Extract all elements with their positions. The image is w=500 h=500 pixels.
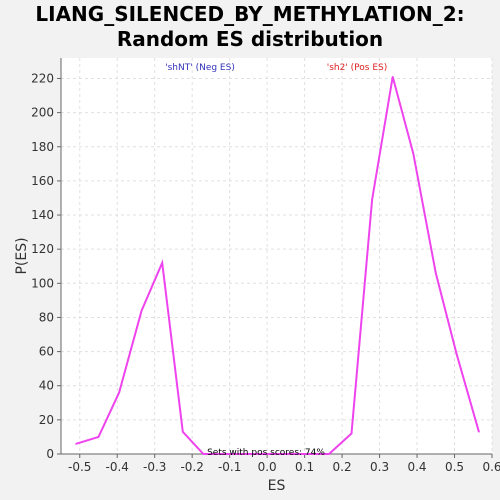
data-point bbox=[118, 391, 120, 394]
x-tick-label: -0.1 bbox=[218, 460, 241, 474]
x-tick-label: -0.3 bbox=[143, 460, 166, 474]
data-point bbox=[350, 432, 353, 435]
x-tick-label: 0.2 bbox=[333, 460, 352, 474]
y-tick-label: 40 bbox=[39, 379, 54, 393]
y-tick-label: 200 bbox=[31, 106, 54, 120]
x-tick-label: 0.4 bbox=[407, 460, 426, 474]
y-tick-label: 0 bbox=[46, 447, 54, 461]
chart-title: LIANG_SILENCED_BY_METHYLATION_2: Random … bbox=[0, 2, 500, 52]
x-tick-label: 0.3 bbox=[370, 460, 389, 474]
data-point bbox=[161, 262, 163, 264]
data-point bbox=[434, 272, 437, 274]
data-point bbox=[225, 453, 227, 455]
y-tick-label: 120 bbox=[31, 242, 54, 256]
x-axis-ticks: -0.5 -0.4 -0.3 -0.2 -0.1 0.0 0.1 0.2 0.3 0.4 0.5 0.… bbox=[68, 454, 500, 474]
x-tick-label: 0.1 bbox=[295, 460, 314, 474]
x-tick-label: 0.5 bbox=[445, 460, 464, 474]
data-point bbox=[97, 436, 100, 438]
annotation-neg: 'shNT' (Neg ES) bbox=[165, 63, 235, 73]
chart-title-line1: LIANG_SILENCED_BY_METHYLATION_2: bbox=[35, 2, 465, 26]
x-tick-label: -0.2 bbox=[180, 460, 203, 474]
data-point bbox=[182, 431, 184, 433]
y-axis-ticks: 0 20 40 60 80 100 120 140 160 180 200 220 bbox=[31, 71, 61, 461]
x-axis-label: ES bbox=[268, 478, 286, 494]
chart-title-line2: Random ES distribution bbox=[116, 27, 384, 51]
y-tick-label: 80 bbox=[39, 310, 54, 324]
series-group bbox=[75, 75, 480, 455]
data-point bbox=[202, 453, 205, 455]
y-tick-label: 220 bbox=[31, 71, 54, 85]
plot-area bbox=[61, 58, 492, 454]
y-tick-label: 180 bbox=[31, 140, 54, 154]
data-point bbox=[303, 453, 306, 455]
data-point bbox=[455, 352, 458, 355]
y-tick-label: 20 bbox=[39, 413, 54, 427]
annotation-pos: 'sh2' (Pos ES) bbox=[327, 63, 388, 73]
x-tick-label: -0.5 bbox=[68, 460, 91, 474]
y-tick-label: 140 bbox=[31, 208, 54, 222]
x-tick-label: 0.0 bbox=[258, 460, 277, 474]
data-point bbox=[75, 442, 77, 445]
y-tick-label: 60 bbox=[39, 345, 54, 359]
data-point bbox=[140, 309, 143, 312]
data-point bbox=[391, 75, 394, 78]
y-tick-label: 100 bbox=[31, 276, 54, 290]
x-tick-label: 0.6 bbox=[482, 460, 500, 474]
data-point bbox=[478, 431, 480, 433]
grid-lines bbox=[61, 58, 493, 455]
data-point bbox=[328, 453, 330, 455]
data-point bbox=[371, 198, 373, 201]
data-point bbox=[412, 152, 415, 155]
y-tick-label: 160 bbox=[31, 174, 54, 188]
annotation-footer: Sets with pos scores: 74% bbox=[207, 448, 325, 458]
y-axis-label: P(ES) bbox=[14, 237, 30, 274]
x-tick-label: -0.4 bbox=[106, 460, 129, 474]
